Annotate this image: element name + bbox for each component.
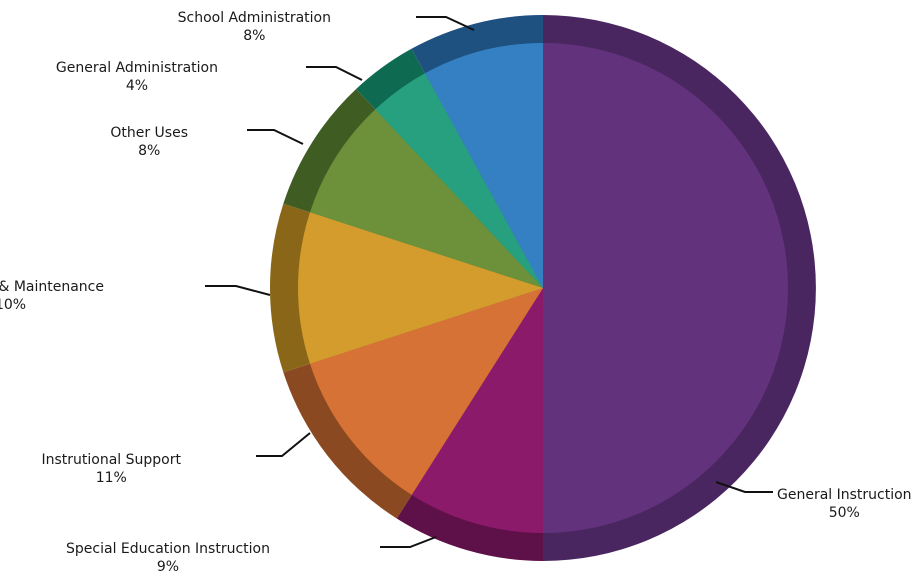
slice-value-general-instruction: 50% <box>829 505 860 521</box>
slice-value-school-administration: 8% <box>243 28 265 44</box>
slice-label-operations-and-maintenance: Operations & Maintenance <box>0 279 104 295</box>
leader-line-instrutional-support <box>256 432 311 457</box>
leader-line-special-education-instruction <box>380 536 437 548</box>
slice-value-instrutional-support: 11% <box>96 470 127 486</box>
slice-label-special-education-instruction: Special Education Instruction <box>66 541 270 557</box>
leader-lines-layer <box>205 16 773 548</box>
slice-value-operations-and-maintenance: 10% <box>0 297 26 313</box>
leader-line-general-administration <box>306 66 363 81</box>
pie-slices-layer <box>297 43 788 533</box>
slice-label-general-instruction: General Instruction <box>777 487 912 503</box>
pie-slice-school-administration <box>424 43 543 288</box>
slice-value-special-education-instruction: 9% <box>157 559 179 575</box>
pie-slice-special-education-instruction <box>411 288 543 533</box>
leader-line-other-uses <box>247 129 304 145</box>
pie-slice-general-instruction <box>543 43 788 533</box>
pie-slice-operations-and-maintenance <box>297 212 543 364</box>
pie-slice-general-administration <box>375 73 543 288</box>
leader-line-general-instruction <box>715 481 773 493</box>
pie-slice-other-uses <box>309 109 543 289</box>
slice-labels-layer: General Instruction 50% Special Education … <box>0 10 912 575</box>
leader-line-school-administration <box>416 16 475 31</box>
slice-label-general-administration: General Administration <box>56 60 218 76</box>
slice-value-other-uses: 8% <box>138 143 160 159</box>
slice-label-instrutional-support: Instrutional Support <box>42 452 182 468</box>
slice-value-general-administration: 4% <box>126 78 148 94</box>
slice-label-other-uses: Other Uses <box>110 125 188 141</box>
slice-label-school-administration: School Administration <box>178 10 331 26</box>
leader-line-operations-and-maintenance <box>205 285 271 296</box>
pie-slice-instrutional-support <box>309 288 543 495</box>
